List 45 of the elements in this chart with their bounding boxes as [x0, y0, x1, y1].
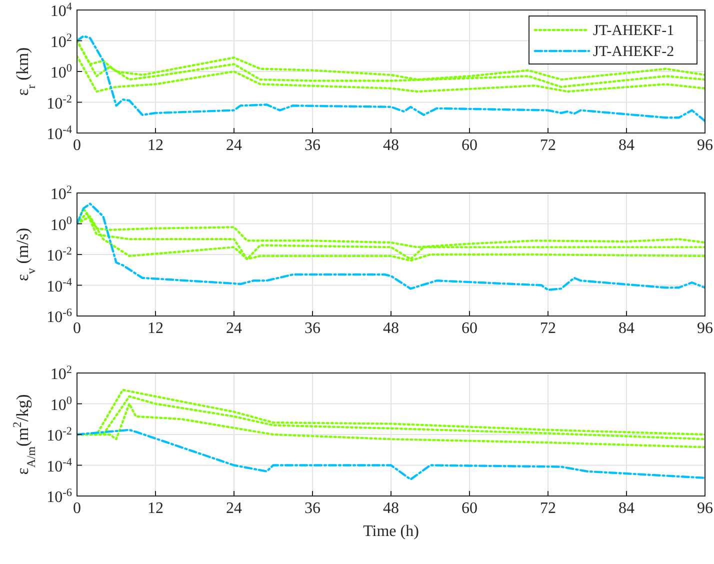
x-tick-label: 24: [226, 137, 242, 154]
y-tick-label: 10$^{-4}$: [46, 124, 72, 143]
y-tick-label: 10$^{-6}$: [46, 307, 72, 326]
x-tick-label: 84: [618, 320, 634, 337]
y-tick-label: 10$^{0}$: [50, 62, 72, 82]
x-tick-label: 96: [697, 500, 713, 517]
x-tick-label: 60: [462, 320, 478, 337]
x-tick-label: 60: [462, 137, 478, 154]
x-tick-label: 60: [462, 500, 478, 517]
x-tick-label: 0: [73, 320, 81, 337]
x-tick-label: 36: [304, 320, 320, 337]
x-tick-label: 48: [383, 320, 399, 337]
y-tick-label: 10$^{2}$: [50, 364, 72, 383]
x-tick-label: 72: [540, 137, 556, 154]
y-tick-label: 10$^{2}$: [50, 184, 72, 203]
x-tick-label: 72: [540, 320, 556, 337]
x-tick-label: 48: [383, 500, 399, 517]
y-tick-label: 10$^{-4}$: [46, 276, 72, 296]
x-tick-label: 96: [697, 320, 713, 337]
y-tick-label: 10$^{4}$: [50, 1, 72, 20]
legend-label: JT-AHEKF-2: [593, 44, 674, 60]
x-tick-label: 96: [697, 137, 713, 154]
y-tick-label: 10$^{2}$: [50, 32, 72, 51]
x-tick-label: 36: [304, 500, 320, 517]
y-tick-label: 10$^{-4}$: [46, 456, 72, 476]
y-tick-label: 10$^{-6}$: [46, 487, 72, 506]
y-tick-label: 10$^{0}$: [50, 214, 72, 234]
x-tick-label: 84: [618, 137, 634, 154]
x-tick-label: 24: [226, 500, 242, 517]
x-tick-label: 48: [383, 137, 399, 154]
x-tick-label: 12: [148, 320, 164, 337]
legend-label: JT-AHEKF-1: [593, 23, 674, 39]
x-tick-label: 12: [148, 500, 164, 517]
y-tick-label: 10$^{0}$: [50, 394, 72, 414]
x-tick-label: 0: [73, 137, 81, 154]
y-tick-label: 10$^{-2}$: [46, 246, 72, 264]
y-tick-label: 10$^{-2}$: [46, 93, 72, 112]
x-tick-label: 72: [540, 500, 556, 517]
x-tick-label: 12: [148, 137, 164, 154]
x-tick-label: 24: [226, 320, 242, 337]
x-tick-label: 84: [618, 500, 634, 517]
x-tick-label: 36: [304, 137, 320, 154]
x-tick-label: 0: [73, 500, 81, 517]
y-tick-label: 10$^{-2}$: [46, 426, 72, 444]
x-axis-title: Time (h): [363, 523, 419, 540]
